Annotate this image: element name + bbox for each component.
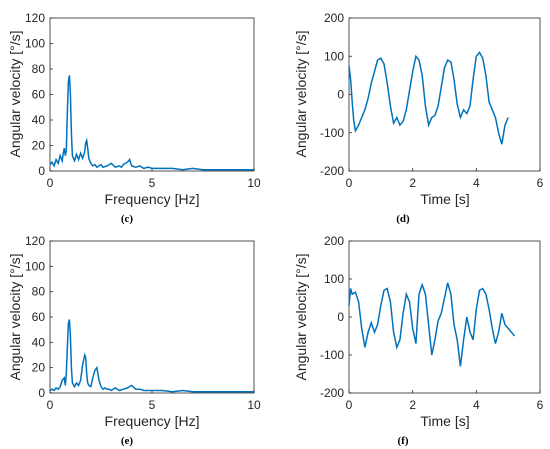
x-tick-label: 10	[247, 398, 261, 412]
x-tick-label: 4	[473, 398, 480, 412]
x-tick-label: 4	[473, 176, 480, 190]
y-tick-label: 120	[25, 234, 45, 248]
y-tick-label: 100	[25, 259, 45, 273]
axes-box-d	[348, 17, 541, 172]
x-tick-label: 0	[346, 398, 353, 412]
y-tick-label: -200	[320, 164, 344, 178]
chart-c: 0 20 40 60 80 100 120 0 5 10 Frequency [Hz] Angu…	[7, 11, 261, 225]
x-tick-label: 6	[537, 398, 544, 412]
x-tick-label: 10	[247, 176, 261, 190]
x-tick-label: 0	[47, 176, 54, 190]
x-tick-label: 6	[537, 176, 544, 190]
series-line-d	[348, 51, 509, 145]
y-tick-label: 40	[32, 113, 46, 127]
series-line-c	[49, 75, 254, 171]
axes-box-c	[49, 17, 255, 172]
x-axis-label-c: Frequency [Hz]	[105, 191, 200, 207]
panel-label-d: (d)	[396, 213, 410, 225]
y-ticks-d: -200 -100 0 100 200	[320, 11, 352, 178]
y-tick-label: 20	[32, 361, 46, 375]
y-tick-label: 60	[32, 310, 46, 324]
y-ticks-f: -200 -100 0 100 200	[320, 234, 352, 400]
y-tick-label: 200	[324, 11, 344, 25]
y-tick-label: 80	[32, 62, 46, 76]
x-tick-label: 5	[149, 398, 156, 412]
chart-e: 0 20 40 60 80 100 120 0 5 10 Frequency [Hz] Angu…	[7, 234, 261, 447]
x-axis-label-e: Frequency [Hz]	[105, 413, 200, 429]
y-tick-label: 100	[25, 37, 45, 51]
y-tick-label: -200	[320, 386, 344, 400]
y-tick-label: -100	[320, 126, 344, 140]
x-ticks-d: 0 2 4 6	[346, 168, 544, 190]
y-tick-label: 0	[38, 164, 45, 178]
y-axis-label-f: Angular velocity [°/s]	[293, 254, 309, 381]
y-tick-label: -100	[320, 348, 344, 362]
y-tick-label: 0	[38, 386, 45, 400]
y-ticks-e: 0 20 40 60 80 100 120	[25, 234, 53, 400]
y-tick-label: 20	[32, 139, 46, 153]
y-tick-label: 0	[337, 88, 344, 102]
y-tick-label: 0	[337, 310, 344, 324]
y-tick-label: 200	[324, 234, 344, 248]
x-axis-label-f: Time [s]	[420, 413, 469, 429]
y-tick-label: 40	[32, 335, 46, 349]
x-tick-label: 0	[47, 398, 54, 412]
y-tick-label: 100	[324, 272, 344, 286]
panel-label-f: (f)	[398, 435, 409, 447]
y-axis-label-d: Angular velocity [°/s]	[293, 31, 309, 158]
x-axis-label-d: Time [s]	[420, 191, 469, 207]
y-tick-label: 100	[324, 49, 344, 63]
x-tick-label: 0	[346, 176, 353, 190]
x-tick-label: 2	[409, 176, 416, 190]
y-tick-label: 80	[32, 285, 46, 299]
series-line-e	[49, 319, 254, 393]
chart-f: -200 -100 0 100 200 0 2 4 6 Time [s] Angular ve…	[293, 234, 544, 447]
x-ticks-f: 0 2 4 6	[346, 390, 544, 412]
x-tick-label: 5	[149, 176, 156, 190]
y-tick-label: 120	[25, 11, 45, 25]
y-ticks-c: 0 20 40 60 80 100 120	[25, 11, 53, 178]
panel-label-e: (e)	[121, 435, 134, 447]
y-axis-label-c: Angular velocity [°/s]	[7, 31, 23, 158]
y-axis-label-e: Angular velocity [°/s]	[7, 254, 23, 381]
panel-label-c: (c)	[121, 213, 134, 225]
axes-box-e	[49, 240, 255, 394]
y-tick-label: 60	[32, 88, 46, 102]
x-tick-label: 2	[409, 398, 416, 412]
series-line-f	[348, 282, 516, 367]
axes-box-f	[348, 240, 541, 394]
chart-d: -200 -100 0 100 200 0 2 4 6 Time [s] Angular ve…	[293, 11, 544, 225]
